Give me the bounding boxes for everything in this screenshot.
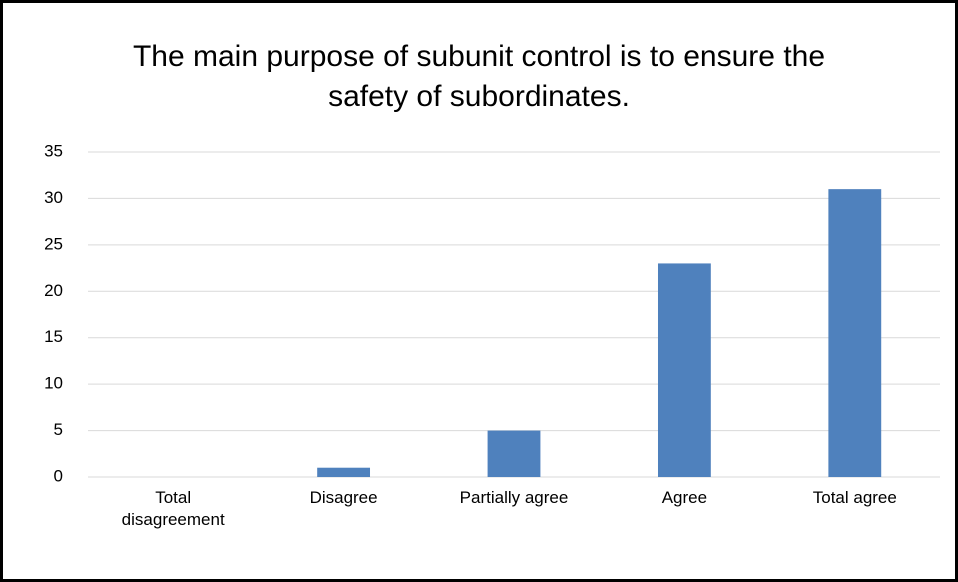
x-tick-label: Agree <box>661 488 708 507</box>
chart: 0 5 10 15 20 25 30 35 <box>44 141 940 485</box>
x-tick-label: Partially agree <box>459 488 569 507</box>
y-tick-label: 35 <box>44 141 63 160</box>
y-tick-label: 0 <box>54 466 63 485</box>
y-tick-label: 30 <box>44 188 63 207</box>
bar <box>657 263 711 477</box>
x-tick-label: Total disagreement <box>121 488 225 529</box>
chart-title: The main purpose of subunit control is t… <box>132 40 826 113</box>
bar <box>317 467 371 477</box>
bar <box>828 189 882 477</box>
x-tick-label: Disagree <box>309 488 378 507</box>
y-tick-label: 5 <box>54 420 63 439</box>
y-tick-label: 15 <box>44 327 63 346</box>
y-tick-label: 20 <box>44 281 63 300</box>
y-tick-label: 10 <box>44 374 63 393</box>
bar <box>487 430 541 477</box>
y-tick-label: 25 <box>44 234 63 253</box>
x-tick-label: Total agree <box>812 488 897 507</box>
